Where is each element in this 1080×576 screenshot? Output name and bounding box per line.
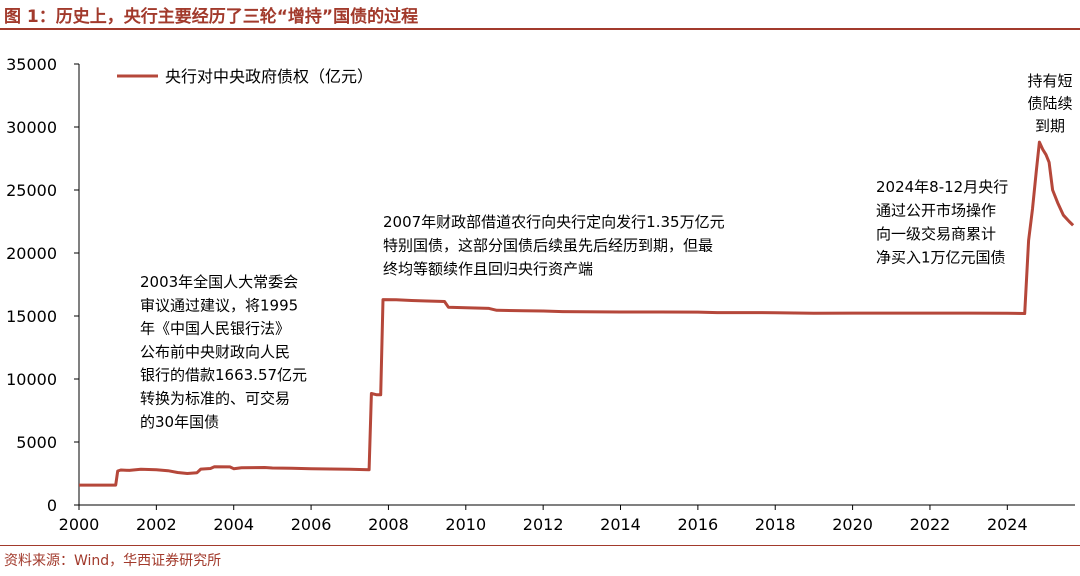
x-axis-ticks: 2000 2002 2004 2006 2008 2010 2012 2014 2016 2018… — [59, 505, 1028, 534]
x-tick-label: 2002 — [136, 515, 177, 534]
y-tick-label: 20000 — [6, 244, 57, 263]
annotation-note: 2003年全国人大常委会审议通过建议，将1995 年《中国人民银行法》公布前中央财… — [140, 273, 307, 431]
source-divider — [0, 545, 1080, 546]
x-tick-label: 2000 — [59, 515, 100, 534]
x-tick-label: 2016 — [678, 515, 719, 534]
x-tick-label: 2018 — [755, 515, 796, 534]
annotations: 2003年全国人大常委会审议通过建议，将1995 年《中国人民银行法》公布前中央财… — [140, 72, 1073, 431]
y-tick-label: 15000 — [6, 307, 57, 326]
y-axis-ticks: 0 5000 10000 15000 20000 25000 30000 35000 — [6, 55, 79, 515]
y-tick-label: 25000 — [6, 181, 57, 200]
title-divider — [0, 28, 1080, 30]
legend-label: 央行对中央政府债权（亿元） — [165, 67, 373, 86]
y-tick-label: 35000 — [6, 55, 57, 74]
annotation-note: 2024年8-12月央行通过公开市场操作向一级交易商累计净买入1万亿元国债 — [876, 178, 1008, 267]
x-tick-label: 2024 — [987, 515, 1028, 534]
y-tick-label: 0 — [47, 496, 57, 515]
series-line-central-bank-claims — [79, 140, 1075, 487]
x-tick-label: 2008 — [368, 515, 409, 534]
chart-title: 图 1：历史上，央行主要经历了三轮“增持”国债的过程 — [4, 7, 419, 27]
x-tick-label: 2014 — [600, 515, 641, 534]
y-tick-label: 10000 — [6, 370, 57, 389]
x-tick-label: 2010 — [445, 515, 486, 534]
annotation-note: 2007年财政部借道农行向央行定向发行1.35万亿元特别国债，这部分国债后续虽先… — [383, 213, 725, 278]
y-tick-label: 5000 — [16, 433, 57, 452]
x-tick-label: 2020 — [832, 515, 873, 534]
y-tick-label: 30000 — [6, 118, 57, 137]
x-tick-label: 2022 — [910, 515, 951, 534]
x-tick-label: 2012 — [523, 515, 564, 534]
legend: 央行对中央政府债权（亿元） — [117, 67, 373, 86]
source-note: 资料来源：Wind，华西证券研究所 — [4, 553, 222, 569]
line-chart: 2000 2002 2004 2006 2008 2010 2012 2014 2016 2018… — [6, 55, 1075, 534]
annotation-note: 持有短债陆续到期 — [1027, 72, 1072, 135]
x-tick-label: 2006 — [291, 515, 332, 534]
x-tick-label: 2004 — [213, 515, 254, 534]
